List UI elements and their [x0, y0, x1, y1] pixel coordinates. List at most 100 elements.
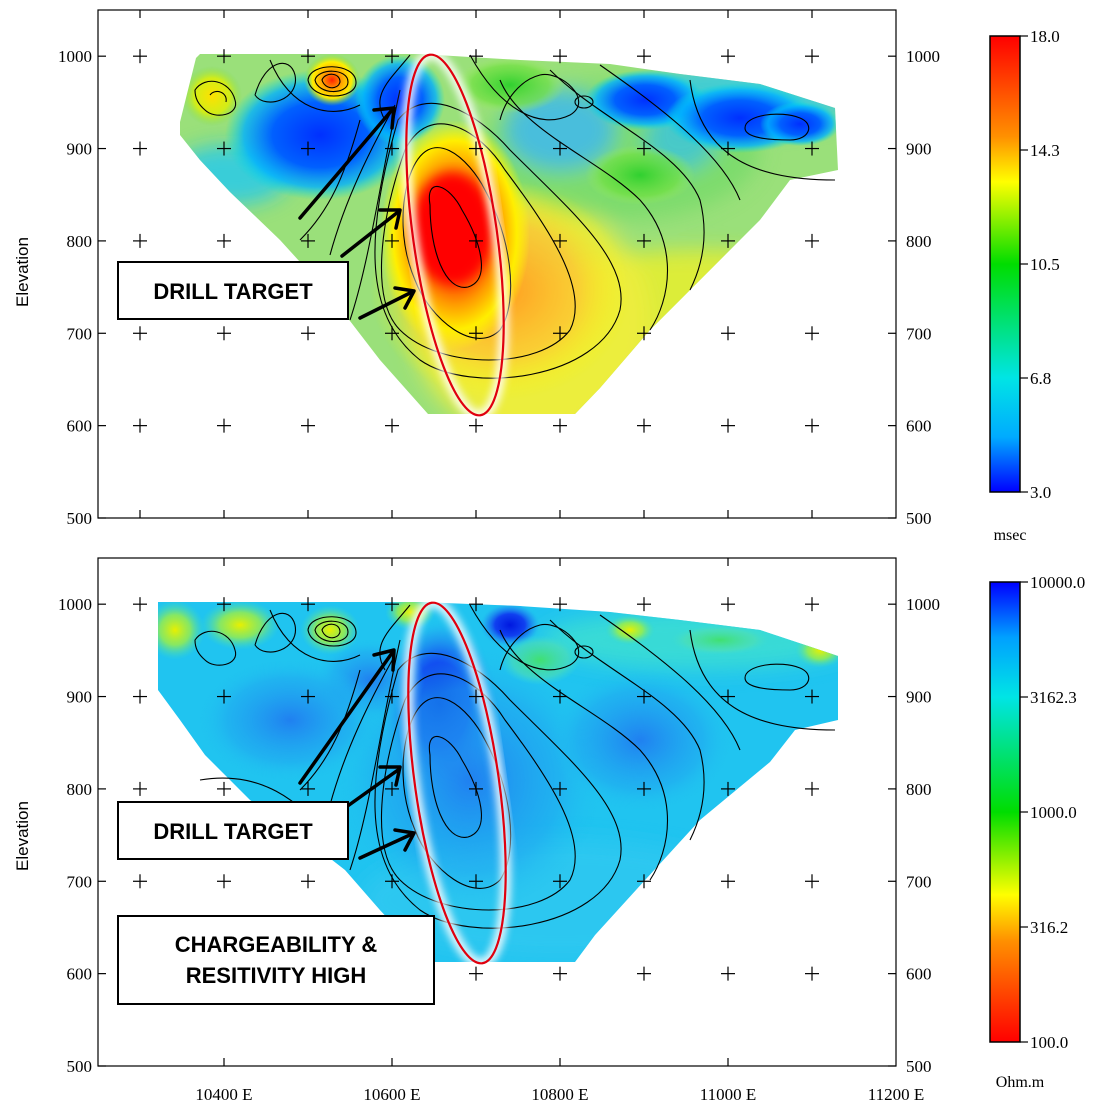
colorbar-tick-label: 14.3 [1030, 141, 1060, 160]
grid-cross [721, 966, 735, 981]
y-tick-label: 800 [67, 232, 93, 251]
drill-target-label: DRILL TARGET [153, 819, 313, 844]
grid-cross [469, 874, 483, 889]
grid-cross [721, 141, 735, 156]
grid-cross [553, 874, 567, 889]
grid-cross [805, 233, 819, 248]
grid-cross [133, 874, 147, 889]
crosses [133, 597, 819, 981]
grid-cross [805, 141, 819, 156]
y-tick-label: 600 [67, 965, 93, 984]
grid-cross [301, 233, 315, 248]
y-tick-label-right: 900 [906, 140, 932, 159]
y-tick-label-right: 500 [906, 509, 932, 528]
grid-cross [721, 418, 735, 433]
colorbar-tick-label: 10000.0 [1030, 573, 1085, 592]
grid-cross [805, 418, 819, 433]
grid-cross [721, 326, 735, 341]
grid-cross [217, 689, 231, 704]
y-tick-label-right: 1000 [906, 595, 940, 614]
grid-cross [385, 141, 399, 156]
grid-cross [805, 966, 819, 981]
grid-cross [301, 49, 315, 64]
grid-cross [553, 597, 567, 612]
grid-cross [217, 233, 231, 248]
x-tick-label: 10600 E [363, 1085, 420, 1104]
resistivity-plot: DRILL TARGET CHARGEABILITY & RESITIVITY … [13, 557, 1085, 1104]
anomaly-label-line1: CHARGEABILITY & [175, 932, 378, 957]
grid-cross [301, 689, 315, 704]
grid-cross [637, 966, 651, 981]
y-tick-label: 500 [67, 509, 93, 528]
grid-cross [385, 597, 399, 612]
colorbar-tick-label: 10.5 [1030, 255, 1060, 274]
resistivity-colorbar: 10000.0 3162.3 1000.0 316.2 100.0 Ohm.m [989, 573, 1085, 1091]
grid-cross [133, 689, 147, 704]
x-tick-label: 11000 E [700, 1085, 757, 1104]
grid-cross [301, 874, 315, 889]
y-tick-label: 1000 [58, 595, 92, 614]
y-tick-label: 700 [67, 324, 93, 343]
grid-cross [469, 597, 483, 612]
colorbar-tick-label: 1000.0 [1030, 803, 1077, 822]
y-tick-label: 900 [67, 140, 93, 159]
y-tick-label-right: 800 [906, 232, 932, 251]
colorbar-tick-label: 3162.3 [1030, 688, 1077, 707]
grid-cross [133, 418, 147, 433]
grid-cross [805, 874, 819, 889]
grid-cross [637, 781, 651, 796]
grid-cross [805, 781, 819, 796]
grid-cross [637, 597, 651, 612]
grid-cross [385, 874, 399, 889]
anomaly-callout: CHARGEABILITY & RESITIVITY HIGH [117, 915, 435, 1005]
y-tick-label-right: 700 [906, 324, 932, 343]
grid-cross [553, 326, 567, 341]
y-tick-label: 900 [67, 688, 93, 707]
x-tick-label: 10800 E [531, 1085, 588, 1104]
grid-cross [637, 874, 651, 889]
colorbar-tick-label: 316.2 [1030, 918, 1068, 937]
grid-cross [385, 781, 399, 796]
grid-cross [469, 418, 483, 433]
grid-cross [637, 49, 651, 64]
y-tick-label-right: 500 [906, 1057, 932, 1076]
grid-cross [133, 233, 147, 248]
grid-cross [721, 781, 735, 796]
grid-cross [553, 966, 567, 981]
grid-cross [385, 49, 399, 64]
grid-cross [553, 689, 567, 704]
grid-cross [133, 781, 147, 796]
x-axis-ticks: 10400 E 10600 E 10800 E 11000 E 11200 E [195, 1085, 924, 1104]
grid-cross [217, 597, 231, 612]
y-tick-label-right: 900 [906, 688, 932, 707]
grid-cross [133, 597, 147, 612]
y-tick-label-right: 800 [906, 780, 932, 799]
grid-cross [469, 966, 483, 981]
drill-target-ellipse [403, 597, 511, 969]
grid-cross [217, 418, 231, 433]
grid-cross [469, 233, 483, 248]
grid-cross [301, 141, 315, 156]
anomaly-label-line2: RESITIVITY HIGH [186, 963, 367, 988]
grid-cross [217, 781, 231, 796]
x-tick-label: 10400 E [195, 1085, 252, 1104]
grid-cross [805, 49, 819, 64]
grid-cross [385, 689, 399, 704]
y-axis-title: Elevation [13, 801, 32, 871]
y-tick-label: 700 [67, 872, 93, 891]
grid-cross [217, 141, 231, 156]
grid-cross [553, 49, 567, 64]
grid-cross [301, 418, 315, 433]
grid-cross [805, 597, 819, 612]
y-tick-label: 600 [67, 417, 93, 436]
grid-cross [721, 233, 735, 248]
grid-cross [133, 326, 147, 341]
y-axis-title: Elevation [13, 237, 32, 307]
chargeability-colorbar: 18.0 14.3 10.5 6.8 3.0 msec [989, 27, 1060, 544]
grid-cross [637, 418, 651, 433]
grid-cross [721, 874, 735, 889]
grid-cross [637, 141, 651, 156]
grid-cross [133, 49, 147, 64]
y-tick-label-right: 1000 [906, 47, 940, 66]
